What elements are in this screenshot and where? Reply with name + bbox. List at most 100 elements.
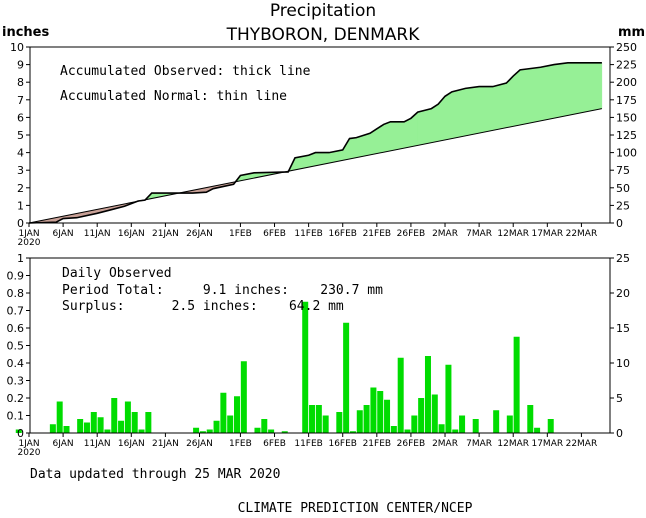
surplus-area <box>492 82 507 131</box>
x-tick-label: 26FEB <box>397 439 426 449</box>
x-tick-label: 6JAN <box>53 439 74 449</box>
x-tick-label: 12MAR <box>497 439 529 449</box>
x-tick-label: 2MAR <box>432 439 458 449</box>
right-unit-label: mm <box>618 25 645 40</box>
daily-bar <box>63 426 70 433</box>
chart-title: Precipitation <box>270 1 376 21</box>
y-tick-label-left: 0.2 <box>7 392 25 405</box>
observed-accumulation-line <box>28 62 602 224</box>
daily-bar <box>527 405 534 433</box>
daily-bar <box>145 412 152 433</box>
daily-bar <box>459 415 466 433</box>
y-tick-label-right: 175 <box>616 94 637 107</box>
surplus-area <box>349 137 357 160</box>
y-tick-label-left: 4 <box>17 147 24 160</box>
x-tick-label: 21JAN <box>152 229 179 239</box>
x-tick-label: 1FEB <box>229 439 252 449</box>
daily-bar <box>370 387 377 433</box>
daily-bar <box>431 394 438 433</box>
x-tick-label: 11FEB <box>294 439 323 449</box>
y-tick-label-right: 15 <box>616 322 630 335</box>
y-tick-label-left: 0.9 <box>7 270 25 283</box>
x-tick-label: 1JAN <box>18 439 39 449</box>
y-tick-label-right: 200 <box>616 76 637 89</box>
x-tick-label: 1JAN <box>18 229 39 239</box>
x-tick-label: 26JAN <box>186 229 213 239</box>
daily-bar <box>124 401 131 433</box>
accumulated-panel: 0123456789100255075100125150175200225250… <box>10 41 637 248</box>
x-tick-label: 7MAR <box>466 229 492 239</box>
daily-bar <box>240 361 247 433</box>
y-tick-label-right: 125 <box>616 129 637 142</box>
daily-bar <box>452 429 459 433</box>
x-year-label: 2020 <box>18 448 41 458</box>
daily-bar <box>49 424 56 433</box>
daily-bar <box>445 364 452 433</box>
surplus-area <box>403 117 412 149</box>
normal-accumulation-line <box>28 108 602 224</box>
daily-bar <box>193 427 200 433</box>
x-tick-label: 22MAR <box>566 439 598 449</box>
x-tick-label: 21JAN <box>152 439 179 449</box>
daily-bar <box>254 427 261 433</box>
daily-bar <box>356 410 363 433</box>
surplus-area <box>553 63 562 119</box>
x-tick-label: 11JAN <box>84 439 111 449</box>
daily-bar <box>438 424 445 433</box>
surplus-area <box>506 75 514 128</box>
daily-bar <box>384 399 391 433</box>
surplus-area <box>451 89 459 139</box>
surplus-area <box>526 66 541 124</box>
daily-bar <box>349 431 356 433</box>
x-tick-label: 6FEB <box>263 439 286 449</box>
daily-bar <box>111 398 118 433</box>
y-tick-label-left: 1 <box>17 199 24 212</box>
accumulated-observed-note: Accumulated Observed: thick line <box>60 64 311 79</box>
surplus-area <box>519 68 528 126</box>
y-tick-label-left: 6 <box>17 111 24 124</box>
daily-bar <box>15 429 22 433</box>
surplus-area <box>458 88 466 138</box>
surplus-area <box>424 108 432 145</box>
daily-bar <box>493 410 500 433</box>
data-updated-text: Data updated through 25 MAR 2020 <box>30 467 280 482</box>
daily-bar <box>315 405 322 433</box>
surplus-area <box>540 64 555 122</box>
surplus-area <box>581 62 603 113</box>
daily-bar <box>377 391 384 433</box>
surplus-area <box>383 121 391 153</box>
daily-bar <box>90 412 97 433</box>
y-tick-label-left: 0.3 <box>7 375 25 388</box>
daily-bar <box>424 356 431 433</box>
daily-bar <box>513 336 520 433</box>
y-tick-label-right: 75 <box>616 164 630 177</box>
daily-bar <box>411 415 418 433</box>
daily-bar <box>336 412 343 433</box>
daily-bar <box>206 429 213 433</box>
y-tick-label-left: 0.4 <box>7 357 25 370</box>
x-tick-label: 11FEB <box>294 229 323 239</box>
daily-bar <box>302 301 309 433</box>
daily-bar <box>220 392 227 433</box>
x-tick-label: 16FEB <box>328 439 357 449</box>
daily-bar <box>418 398 425 433</box>
daily-bar <box>472 419 479 433</box>
daily-bar <box>199 431 206 433</box>
daily-bar <box>506 415 513 433</box>
daily-bar <box>363 405 370 433</box>
daily-bar <box>343 322 350 433</box>
x-tick-label: 16JAN <box>118 229 145 239</box>
y-tick-label-right: 25 <box>616 252 630 265</box>
surplus-area <box>390 121 405 152</box>
daily-bar <box>83 422 90 433</box>
daily-bar <box>390 426 397 433</box>
daily-bar <box>397 357 404 433</box>
y-tick-label-left: 0.8 <box>7 287 25 300</box>
surplus-note: Surplus: 2.5 inches: 64.2 mm <box>62 299 344 314</box>
surplus-area <box>465 86 480 137</box>
x-tick-label: 21FEB <box>363 229 392 239</box>
y-tick-label-left: 0.6 <box>7 322 25 335</box>
daily-observed-note: Daily Observed <box>62 266 172 281</box>
y-tick-label-right: 250 <box>616 41 637 54</box>
daily-bar <box>227 415 234 433</box>
